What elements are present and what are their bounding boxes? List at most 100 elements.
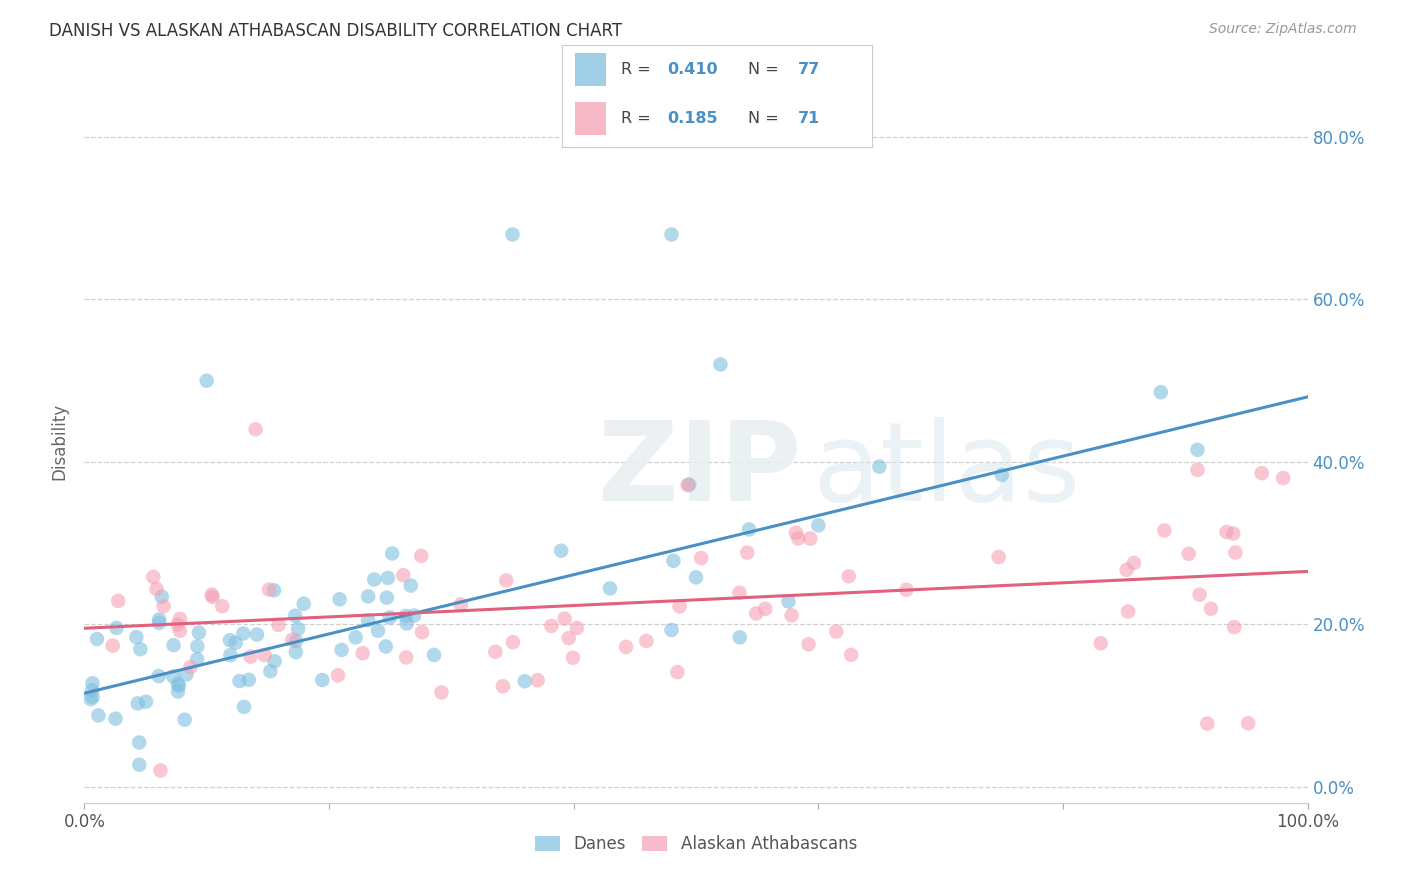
Point bbox=[745, 607, 768, 621]
Point bbox=[1197, 716, 1219, 731]
Point bbox=[738, 523, 761, 537]
Point bbox=[135, 695, 157, 709]
Point bbox=[225, 636, 247, 650]
Point bbox=[685, 570, 707, 584]
Point bbox=[245, 422, 267, 436]
Point bbox=[352, 646, 374, 660]
Point bbox=[636, 634, 658, 648]
Point bbox=[101, 639, 124, 653]
Point bbox=[668, 599, 690, 614]
Point bbox=[287, 622, 309, 636]
Point bbox=[785, 525, 807, 540]
Point bbox=[661, 227, 683, 242]
Point bbox=[166, 617, 188, 632]
Text: DANISH VS ALASKAN ATHABASCAN DISABILITY CORRELATION CHART: DANISH VS ALASKAN ATHABASCAN DISABILITY … bbox=[49, 22, 623, 40]
Text: 71: 71 bbox=[797, 111, 820, 126]
Point bbox=[374, 640, 396, 654]
Point bbox=[787, 532, 810, 546]
Point bbox=[284, 608, 307, 623]
Point bbox=[148, 669, 170, 683]
Text: R =: R = bbox=[621, 62, 657, 77]
Point bbox=[728, 631, 751, 645]
Point bbox=[381, 546, 404, 560]
Point bbox=[1150, 385, 1173, 400]
Point bbox=[799, 532, 821, 546]
Point bbox=[128, 735, 150, 749]
Point bbox=[169, 612, 191, 626]
Point bbox=[554, 612, 576, 626]
Point bbox=[82, 683, 104, 698]
Point bbox=[513, 674, 536, 689]
Point bbox=[430, 685, 453, 699]
Point bbox=[246, 627, 269, 641]
Point bbox=[395, 609, 418, 624]
Point bbox=[167, 677, 190, 691]
Point bbox=[1187, 463, 1209, 477]
Point bbox=[1187, 442, 1209, 457]
Point bbox=[1199, 601, 1222, 615]
Point bbox=[561, 650, 583, 665]
Point bbox=[179, 660, 201, 674]
Point bbox=[281, 632, 304, 647]
Point bbox=[1153, 524, 1175, 538]
Point bbox=[838, 569, 860, 583]
Point bbox=[797, 637, 820, 651]
Point bbox=[232, 626, 254, 640]
Point bbox=[991, 467, 1014, 482]
Point bbox=[1272, 471, 1295, 485]
Point bbox=[186, 639, 208, 653]
Point bbox=[228, 673, 250, 688]
Point bbox=[263, 583, 285, 598]
Point bbox=[709, 358, 731, 372]
Point bbox=[550, 543, 572, 558]
Point bbox=[484, 645, 506, 659]
Text: 77: 77 bbox=[797, 62, 820, 77]
Bar bbox=[575, 53, 606, 86]
Point bbox=[311, 673, 333, 687]
Point bbox=[125, 630, 148, 644]
Point bbox=[676, 478, 699, 492]
Point bbox=[825, 624, 848, 639]
Point bbox=[1215, 524, 1237, 539]
Text: Source: ZipAtlas.com: Source: ZipAtlas.com bbox=[1209, 22, 1357, 37]
Point bbox=[565, 621, 588, 635]
Point bbox=[127, 697, 149, 711]
Point bbox=[105, 621, 128, 635]
Point bbox=[167, 684, 190, 698]
Point bbox=[411, 625, 433, 640]
Point bbox=[326, 668, 349, 682]
Point bbox=[284, 645, 307, 659]
Point bbox=[896, 582, 918, 597]
Point bbox=[186, 652, 208, 666]
Point bbox=[780, 608, 803, 623]
Point bbox=[378, 610, 401, 624]
Point bbox=[778, 594, 800, 608]
Point bbox=[1116, 605, 1139, 619]
Point bbox=[423, 648, 446, 662]
Text: atlas: atlas bbox=[813, 417, 1081, 524]
Point bbox=[1222, 526, 1244, 541]
Point bbox=[152, 599, 174, 614]
Point bbox=[162, 638, 184, 652]
Point bbox=[263, 654, 285, 668]
Point bbox=[357, 613, 380, 627]
Y-axis label: Disability: Disability bbox=[51, 403, 69, 480]
Point bbox=[187, 625, 209, 640]
Point bbox=[80, 692, 103, 706]
Point bbox=[82, 676, 104, 690]
Text: 0.185: 0.185 bbox=[668, 111, 718, 126]
Bar bbox=[575, 102, 606, 135]
Point bbox=[492, 679, 515, 693]
Point bbox=[375, 591, 398, 605]
Point bbox=[735, 546, 758, 560]
Point bbox=[233, 699, 256, 714]
Point bbox=[107, 594, 129, 608]
Point bbox=[1223, 620, 1246, 634]
Point bbox=[344, 630, 367, 644]
Point bbox=[395, 650, 418, 665]
Text: ZIP: ZIP bbox=[598, 417, 801, 524]
Point bbox=[169, 624, 191, 638]
Point bbox=[267, 618, 290, 632]
Point bbox=[148, 615, 170, 630]
Text: N =: N = bbox=[748, 111, 785, 126]
